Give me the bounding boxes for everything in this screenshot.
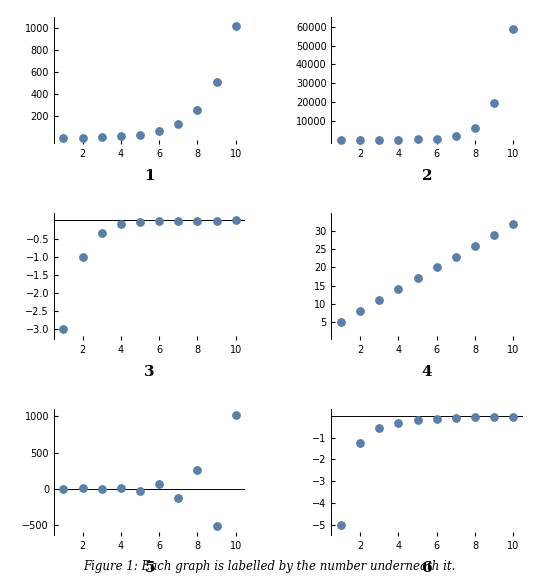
Point [98,484,106,494]
Point [174,216,183,225]
Point [375,135,384,145]
Point [490,98,499,107]
Text: 2: 2 [422,169,432,183]
Text: 3: 3 [144,365,155,379]
Point [136,130,144,139]
Point [394,135,403,145]
Point [193,465,202,475]
Point [116,132,125,141]
Point [471,123,479,132]
Text: 1: 1 [144,169,155,183]
Point [78,133,87,142]
Text: 6: 6 [422,561,432,575]
Point [509,412,517,422]
Point [212,77,221,86]
Point [174,120,183,129]
Text: Figure 1: Each graph is labelled by the number underneath it.: Figure 1: Each graph is labelled by the … [84,560,455,573]
Point [212,216,221,225]
Point [193,105,202,115]
Point [356,135,364,145]
Point [59,324,68,334]
Point [356,438,364,448]
Point [375,423,384,433]
Point [490,412,499,422]
Point [98,228,106,237]
Text: 4: 4 [422,365,432,379]
Point [337,317,345,326]
Point [432,414,441,423]
Point [432,134,441,143]
Point [413,135,422,144]
Point [174,494,183,503]
Point [212,521,221,530]
Point [116,483,125,492]
Point [231,410,240,419]
Point [413,415,422,425]
Point [432,263,441,272]
Point [231,21,240,31]
Point [337,135,345,145]
Text: 5: 5 [144,561,155,575]
Point [337,520,345,529]
Point [394,285,403,294]
Point [413,274,422,283]
Point [155,217,163,226]
Point [471,413,479,422]
Point [116,220,125,229]
Point [231,216,240,225]
Point [136,217,144,226]
Point [394,418,403,427]
Point [59,484,68,494]
Point [452,252,460,262]
Point [98,132,106,142]
Point [356,306,364,316]
Point [471,241,479,251]
Point [193,216,202,225]
Point [78,252,87,262]
Point [375,295,384,305]
Point [452,131,460,141]
Point [452,414,460,423]
Point [136,486,144,495]
Point [59,134,68,143]
Point [155,127,163,136]
Point [509,219,517,229]
Point [509,24,517,33]
Point [78,484,87,493]
Point [490,230,499,240]
Point [155,479,163,488]
